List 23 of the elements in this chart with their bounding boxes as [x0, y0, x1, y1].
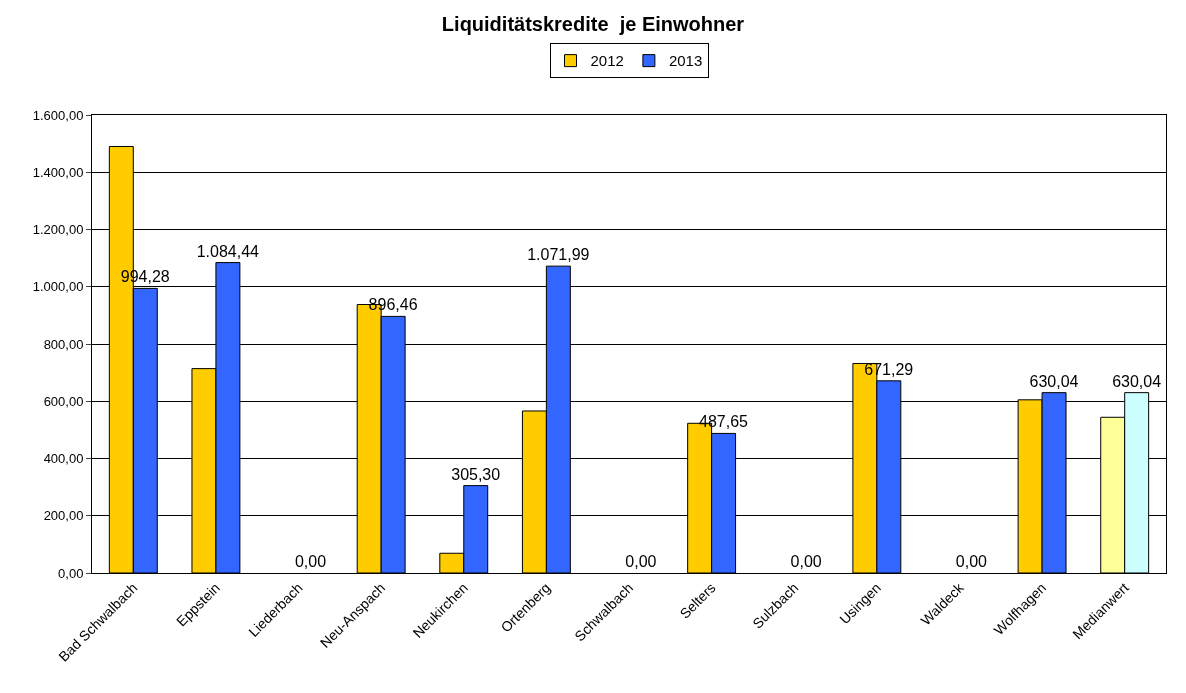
y-tick-label: 1.000,00	[32, 279, 84, 295]
data-label: 0,00	[790, 553, 822, 570]
chart-title: Liquiditätskredite je Einwohner	[441, 13, 745, 36]
data-label: 0,00	[625, 553, 657, 570]
data-label: 0,00	[294, 553, 327, 570]
y-tick-label: 800,00	[43, 336, 84, 352]
y-tick-label: 1.200,00	[32, 222, 84, 238]
data-label: 1.084,44	[196, 242, 260, 260]
legend-label: 2013	[668, 52, 703, 70]
data-label: 1.071,99	[527, 246, 590, 264]
y-tick-label: 0,00	[58, 565, 84, 581]
legend-label: 2012	[590, 52, 624, 70]
data-label: 896,46	[368, 296, 418, 314]
y-tick-label: 400,00	[43, 451, 84, 467]
data-label: 487,65	[699, 413, 749, 431]
data-label: 0,00	[955, 553, 988, 570]
y-tick-label: 1.600,00	[32, 107, 84, 123]
y-tick-label: 200,00	[43, 508, 84, 524]
y-tick-label: 600,00	[43, 393, 84, 409]
data-label: 630,04	[1029, 372, 1079, 390]
data-label: 630,04	[1112, 372, 1162, 390]
data-label: 305,30	[451, 465, 501, 483]
y-tick-label: 1.400,00	[32, 164, 84, 180]
